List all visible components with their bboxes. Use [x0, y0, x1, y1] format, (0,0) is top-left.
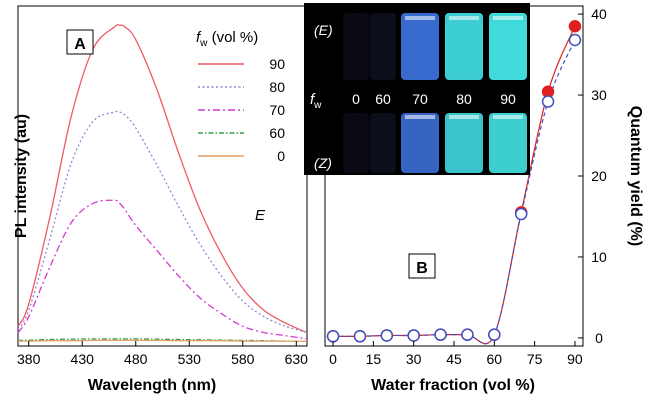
- panel-a-chart: 380 430 480 530 580 630 A E fw (vol %) 90 80 70…: [13, 5, 308, 394]
- qy-point-Z: [434, 328, 447, 341]
- qy-point-Z: [514, 207, 528, 221]
- legend-title: fw (vol %): [196, 29, 258, 49]
- panel-b-chart: 0 15 30 45 60 75 90 0 10 20 30 40 B Water fraction…: [324, 5, 644, 394]
- x-tick-label: 90: [567, 351, 583, 367]
- inset-fraction-60: 60: [375, 91, 391, 107]
- inset-fraction-70: 70: [412, 91, 428, 107]
- qy-point-Z: [461, 328, 474, 341]
- inset-fraction-labels: 0 60 70 80 90: [352, 91, 516, 107]
- vial-e-60: [370, 13, 396, 80]
- vial-e-90: [489, 13, 527, 80]
- legend-label-60: 60: [269, 125, 285, 141]
- inset-vials-top: [343, 13, 527, 80]
- inset-fraction-0: 0: [352, 91, 360, 107]
- x-tick-label: 15: [366, 351, 382, 367]
- panel-b-label: B: [416, 260, 428, 277]
- vial-highlight: [405, 16, 435, 20]
- x-tick-label: 0: [329, 351, 337, 367]
- x-tick-label: 45: [446, 351, 462, 367]
- inset-row-label-top: (E): [314, 22, 333, 38]
- vial-z-90: [489, 113, 527, 173]
- qy-point-Z: [568, 33, 582, 47]
- panel-b-x-ticks: 0 15 30 45 60 75 90: [329, 341, 583, 367]
- panel-a-x-label: Wavelength (nm): [88, 377, 216, 394]
- y-tick-label: 30: [591, 87, 607, 103]
- inset-row-label-bottom: (Z): [314, 155, 332, 171]
- panel-b-y-ticks: 0 10 20 30 40: [578, 6, 607, 346]
- legend-label-80: 80: [269, 79, 285, 95]
- inset-vials-bottom: [343, 113, 527, 173]
- x-tick-label: 380: [17, 351, 41, 367]
- x-tick-label: 580: [231, 351, 255, 367]
- qy-point-Z: [353, 330, 367, 343]
- x-tick-label: 60: [487, 351, 503, 367]
- legend-label-90: 90: [269, 56, 285, 72]
- legend-label-0: 0: [277, 148, 285, 164]
- panel-a-frame: [17, 5, 308, 347]
- pl-curve-90: [17, 24, 308, 334]
- x-tick-label: 480: [124, 351, 148, 367]
- panel-b-y-label: Quantum yield (%): [627, 106, 644, 246]
- vial-highlight: [449, 16, 479, 20]
- y-tick-label: 20: [591, 168, 607, 184]
- legend-title-symbol: f: [196, 29, 202, 46]
- vial-z-0: [343, 113, 369, 173]
- panel-a-label: A: [74, 36, 86, 53]
- x-tick-label: 530: [178, 351, 202, 367]
- x-tick-label: 430: [71, 351, 95, 367]
- qy-point-Z: [488, 328, 501, 341]
- legend-title-sub: w: [199, 38, 208, 49]
- vial-z-70: [401, 113, 439, 173]
- y-tick-label: 40: [591, 6, 607, 22]
- panel-a-x-ticks: 380 430 480 530 580 630: [17, 341, 308, 367]
- x-tick-label: 30: [406, 351, 422, 367]
- inset-photo: (E) (Z) fw 0 60 70 80 90: [304, 3, 530, 175]
- vial-highlight: [405, 115, 435, 119]
- inset-fraction-90: 90: [500, 91, 516, 107]
- pl-curve-70: [17, 199, 308, 340]
- y-tick-label: 10: [591, 249, 607, 265]
- panel-a-curves: [17, 24, 308, 342]
- qy-point-Z: [380, 329, 394, 342]
- vial-e-70: [401, 13, 439, 80]
- qy-point-Z: [407, 329, 420, 342]
- panel-a-annotation: E: [255, 207, 266, 224]
- vial-highlight: [493, 115, 523, 119]
- panel-b-label-box: [408, 253, 436, 279]
- vial-highlight: [449, 115, 479, 119]
- vial-z-60: [370, 113, 396, 173]
- x-tick-label: 75: [527, 351, 543, 367]
- qy-point-Z: [326, 330, 340, 343]
- panel-a-y-label: PL intensity (au): [13, 114, 30, 238]
- vial-z-80: [445, 113, 483, 173]
- vial-e-0: [343, 13, 369, 80]
- inset-fw-label: fw: [310, 91, 322, 111]
- legend-label-70: 70: [269, 102, 285, 118]
- vial-e-80: [445, 13, 483, 80]
- inset-fraction-80: 80: [456, 91, 472, 107]
- x-tick-label: 630: [285, 351, 309, 367]
- legend-title-rest: (vol %): [207, 29, 258, 46]
- qy-point-E: [568, 19, 582, 33]
- y-tick-label: 0: [595, 330, 603, 346]
- pl-curve-0: [18, 339, 307, 342]
- panel-b-x-label: Water fraction (vol %): [371, 377, 535, 394]
- panel-a-legend: fw (vol %) 90 80 70 60 0: [196, 29, 285, 164]
- panel-b-markers: [326, 19, 582, 343]
- qy-point-Z: [541, 95, 555, 108]
- pl-curve-80: [17, 110, 308, 334]
- panel-a-label-box: [66, 29, 94, 55]
- vial-highlight: [493, 16, 523, 20]
